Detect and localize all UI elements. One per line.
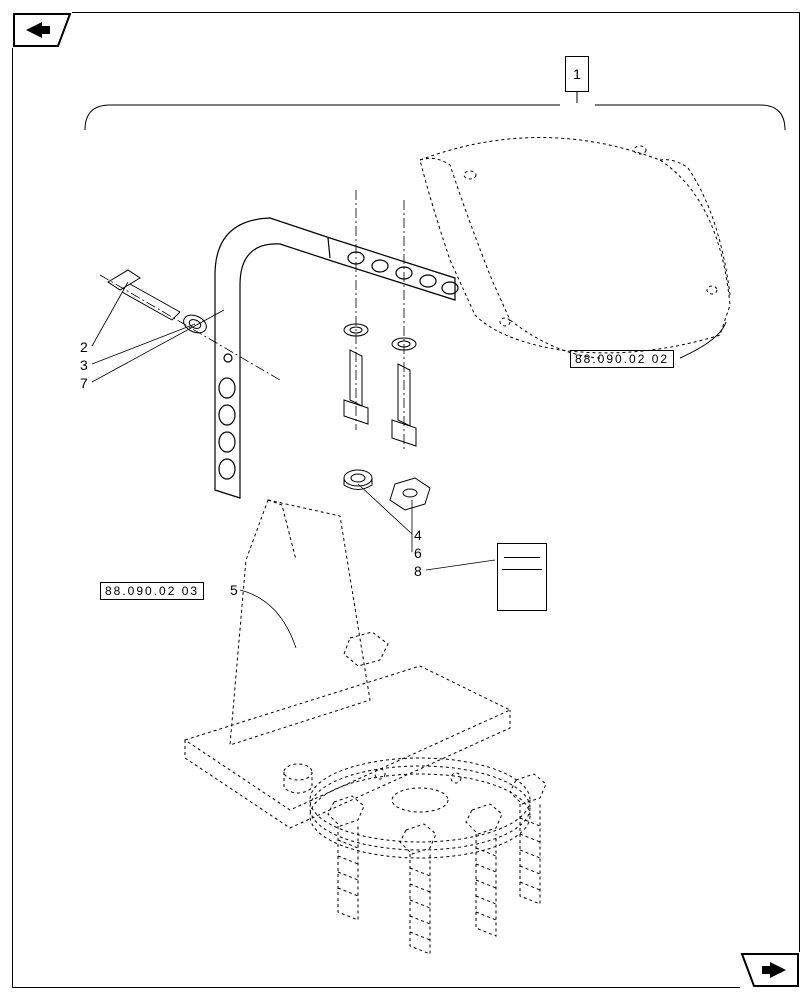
ref-tag-label: 1 [573, 66, 581, 82]
decal-rule [504, 557, 540, 558]
callout-7: 7 [80, 374, 88, 392]
next-page-icon[interactable] [740, 952, 800, 988]
decal-placard [497, 543, 547, 611]
callout-4: 4 [414, 526, 422, 544]
callout-6: 6 [414, 544, 422, 562]
callout-8: 8 [414, 562, 422, 580]
ref-tag-1: 1 [565, 56, 589, 92]
prev-page-icon[interactable] [12, 12, 72, 48]
ref-box-fender-text: 88.090.02 02 [575, 352, 669, 366]
callout-2: 2 [80, 338, 88, 356]
callout-stack-center: 4 6 8 [414, 526, 422, 580]
bracket-suffix: 5 [230, 582, 239, 598]
ref-box-bracket-text: 88.090.02 03 [105, 584, 199, 598]
page-frame [12, 12, 800, 988]
ref-box-bracket: 88.090.02 03 [100, 582, 204, 600]
callout-stack-left: 2 3 7 [80, 338, 88, 392]
ref-box-fender: 88.090.02 02 [570, 350, 674, 368]
decal-header [502, 548, 542, 570]
callout-3: 3 [80, 356, 88, 374]
